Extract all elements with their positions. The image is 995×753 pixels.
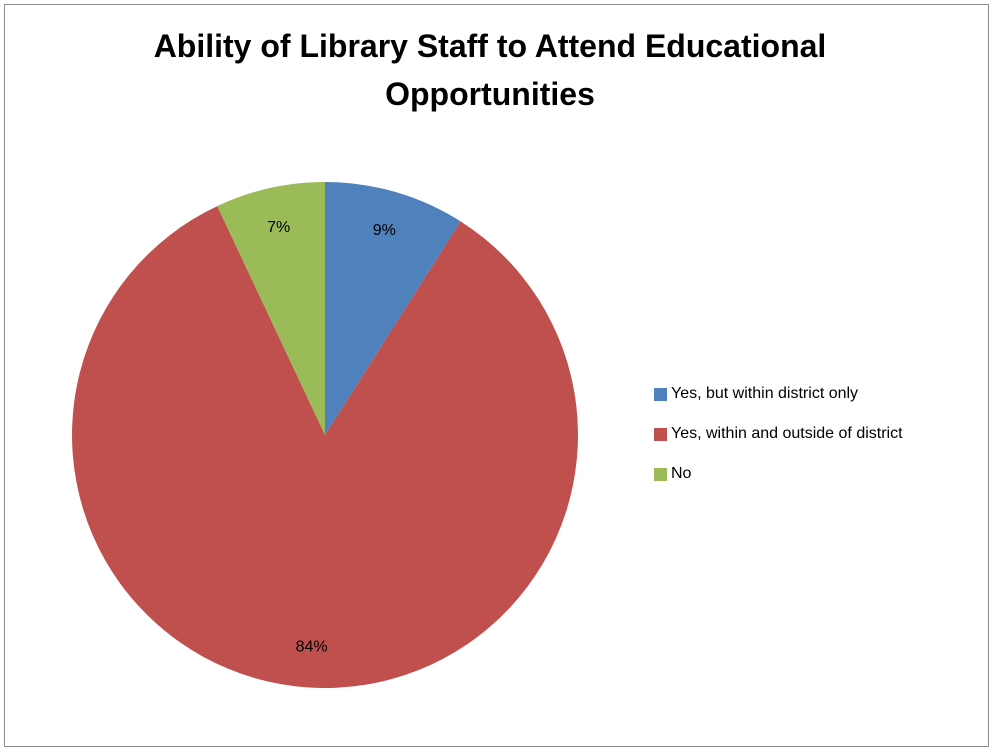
legend-label: No [671,465,692,482]
legend-swatch [654,467,667,481]
chart-title: Ability of Library Staff to Attend Educa… [153,28,827,112]
slice-yes-within-and-outside [72,206,579,689]
data-label: 84% [296,638,328,655]
legend-swatch [654,387,667,401]
legend-item-yes-within-district: Yes, but within district only [654,384,989,404]
legend-label: Yes, but within district only [671,385,859,402]
legend-swatch [654,427,667,441]
pie-slices [72,182,579,689]
legend-item-yes-within-and-outside: Yes, within and outside of district [654,424,989,444]
legend: Yes, but within district only Yes, withi… [654,384,989,504]
data-label: 7% [267,219,290,236]
legend-item-no: No [654,464,989,484]
slice-no [217,182,325,435]
data-label: 9% [373,222,396,239]
legend-label: Yes, within and outside of district [671,425,903,442]
pie-data-labels: 9% 84% 7% [267,219,396,656]
slice-yes-within-district [325,182,461,435]
